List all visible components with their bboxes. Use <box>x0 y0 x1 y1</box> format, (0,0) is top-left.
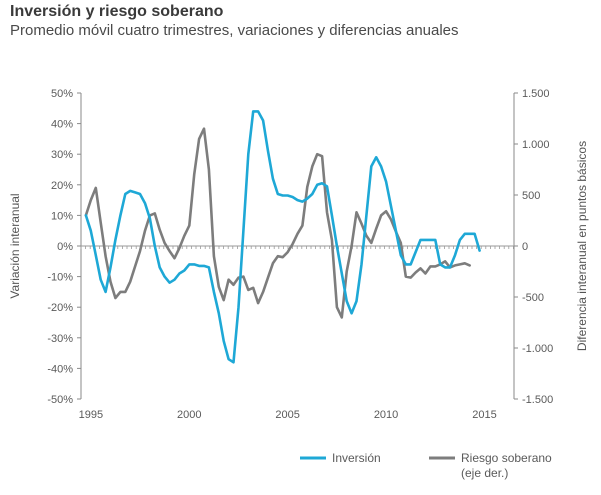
y-tick-label: 40% <box>51 119 73 131</box>
series-line-riesgo-soberano <box>84 127 471 319</box>
y2-tick-label: 500 <box>522 190 540 202</box>
y-tick-label: -20% <box>47 302 73 314</box>
legend-label-inversion: Inversión <box>332 451 381 465</box>
legend-label-riesgo: Riesgo soberano <box>461 451 552 465</box>
x-tick-label: 2010 <box>374 409 398 421</box>
y-tick-label: 0% <box>57 241 73 253</box>
y2-tick-label: -1.000 <box>522 343 553 355</box>
x-tick-label: 1995 <box>79 409 103 421</box>
legend-label-riesgo-axis: (eje der.) <box>461 466 508 480</box>
x-tick-label: 2005 <box>275 409 299 421</box>
y-tick-label: -50% <box>47 394 73 406</box>
y2-tick-label: -1.500 <box>522 394 553 406</box>
series-line-inversion <box>84 110 481 364</box>
y-tick-label: 50% <box>51 88 73 100</box>
y-tick-label: -10% <box>47 272 73 284</box>
chart-title: Inversión y riesgo soberano <box>10 3 224 20</box>
y-tick-label: -40% <box>47 363 73 375</box>
x-tick-label: 2015 <box>472 409 496 421</box>
y2-tick-label: -500 <box>522 292 544 304</box>
chart-axes: 50% 40% 30% 20% 10% 0% -10% -20% -30% -40% -50% -1.… <box>47 88 553 421</box>
legend: Inversión Riesgo soberano (eje der.) <box>300 451 552 480</box>
y2-tick-label: 0 <box>522 241 528 253</box>
y2-axis-title: Diferencia interanual en puntos básicos <box>575 141 589 351</box>
y-axis-title: Variación interanual <box>8 193 22 298</box>
y-tick-label: -30% <box>47 333 73 345</box>
y2-tick-label: 1.500 <box>522 88 550 100</box>
y-tick-label: 20% <box>51 180 73 192</box>
chart-series <box>84 110 481 364</box>
y-tick-label: 30% <box>51 149 73 161</box>
x-tick-label: 2000 <box>177 409 201 421</box>
chart-subtitle: Promedio móvil cuatro trimestres, variac… <box>10 22 459 39</box>
y2-tick-label: 1.000 <box>522 139 550 151</box>
y-tick-label: 10% <box>51 210 73 222</box>
